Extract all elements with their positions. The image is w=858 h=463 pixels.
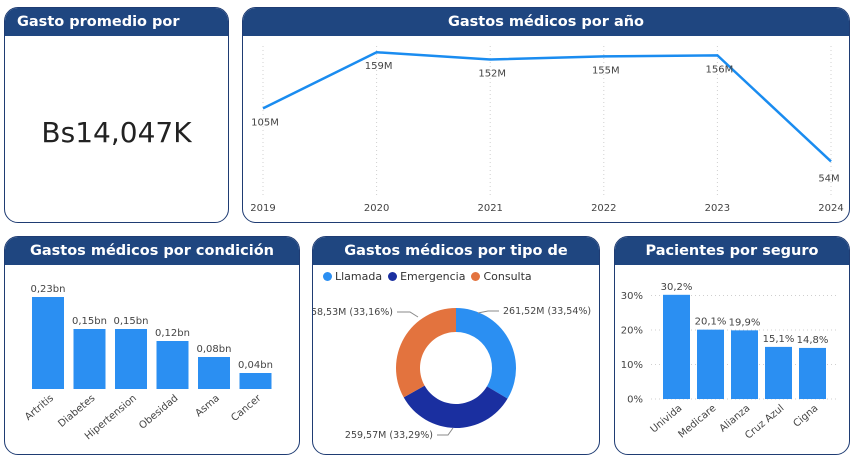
data-label: 0,04bn <box>238 360 273 371</box>
bar <box>115 329 147 389</box>
data-label: 14,8% <box>797 335 829 346</box>
kpi-card: Gasto promedio por paciente Bs14,047K <box>4 7 229 223</box>
data-label: 0,08bn <box>197 344 232 355</box>
x-tick-label: Medicare <box>676 403 718 441</box>
bar <box>799 347 826 399</box>
bar <box>32 297 64 389</box>
series-line <box>262 50 832 163</box>
legend-dot-llamada <box>323 272 332 281</box>
data-label: 159M <box>365 61 393 72</box>
data-label: 155M <box>592 65 620 76</box>
data-label: 30,2% <box>661 282 693 293</box>
x-tick-label: Obesidad <box>137 393 180 432</box>
condition-chart-title: Gastos médicos por condición médica <box>5 237 299 287</box>
x-tick-label: 2021 <box>477 203 502 214</box>
x-tick-label: Cigna <box>791 403 820 430</box>
legend-item-llamada[interactable]: Llamada <box>323 270 382 283</box>
line-chart-card: Gastos médicos por año 105M 2019 159M 2020 1… <box>242 7 850 223</box>
legend-item-emergencia[interactable]: Emergencia <box>388 270 465 283</box>
leader-line <box>477 310 499 314</box>
legend-dot-emergencia <box>388 272 398 281</box>
y-tick-label: 10% <box>621 360 643 371</box>
data-label: 54M <box>818 173 839 184</box>
y-tick-label: 30% <box>621 291 643 302</box>
bar <box>73 329 106 389</box>
x-tick-label: 2023 <box>705 203 730 214</box>
data-label: 0,12bn <box>155 328 190 339</box>
data-label: 105M <box>251 117 279 128</box>
data-label: 261,52M (33,54%) <box>503 306 591 317</box>
condition-bar-chart: 0,23bnArtritis0,15bnDiabetes0,15bnHipert… <box>23 284 273 442</box>
admission-chart-card: Gastos médicos por tipo de admisión Llam… <box>312 236 600 455</box>
insurance-chart-card: Pacientes por seguro médico 0% 10% 20% 30% 3… <box>614 236 850 455</box>
admission-donut-chart: 261,52M (33,54%) 259,57M (33,29%) 258,53M … <box>313 306 591 441</box>
bar <box>156 341 189 389</box>
legend-dot-consulta <box>471 272 481 281</box>
data-label: 0,15bn <box>72 316 107 327</box>
donut-slice <box>403 385 508 428</box>
bar <box>765 346 792 399</box>
x-tick-label: 2019 <box>250 203 275 214</box>
legend-label-emergencia: Emergencia <box>400 270 466 283</box>
leader-line <box>437 427 454 436</box>
donut-slice <box>396 308 456 398</box>
x-tick-label: 2022 <box>591 203 616 214</box>
condition-chart-card: Gastos médicos por condición médica 0,23… <box>4 236 300 455</box>
data-label: 258,53M (33,16%) <box>313 307 393 318</box>
line-chart-title: Gastos médicos por año <box>243 8 849 36</box>
data-label: 0,23bn <box>31 284 66 295</box>
insurance-chart-title: Pacientes por seguro médico <box>615 237 849 287</box>
legend-label-llamada: Llamada <box>335 270 383 283</box>
donut-slice <box>456 308 516 399</box>
line-chart: 105M 2019 159M 2020 152M 2021 155M 2022 156M 2023… <box>250 46 844 214</box>
y-tick-label: 20% <box>621 326 643 337</box>
x-tick-label: Diabetes <box>56 393 97 430</box>
data-label: 15,1% <box>763 334 795 345</box>
x-tick-label: Artritis <box>23 393 56 423</box>
data-label: 20,1% <box>695 317 727 328</box>
data-label: 19,9% <box>729 317 761 328</box>
x-tick-label: 2024 <box>818 203 843 214</box>
legend-label-consulta: Consulta <box>483 270 532 283</box>
kpi-value: Bs14,047K <box>41 116 192 149</box>
bar <box>239 373 272 389</box>
data-label: 259,57M (33,29%) <box>345 430 433 441</box>
bar <box>697 329 724 399</box>
insurance-bar-chart: 0%10%20%30%30,2%Univida20,1%Medicare19,9… <box>621 282 837 442</box>
data-label: 156M <box>706 64 734 75</box>
bar <box>663 294 690 399</box>
kpi-card-title: Gasto promedio por paciente <box>5 8 228 58</box>
x-tick-label: 2020 <box>364 203 389 214</box>
admission-chart-title: Gastos médicos por tipo de admisión <box>313 237 599 287</box>
legend-item-consulta[interactable]: Consulta <box>471 270 532 283</box>
bar <box>731 330 758 399</box>
x-tick-label: Cancer <box>229 392 264 424</box>
admission-legend: Llamada Emergencia Consulta <box>323 270 532 283</box>
y-tick-label: 0% <box>627 395 643 406</box>
bar <box>198 357 230 389</box>
x-tick-label: Asma <box>193 393 221 419</box>
leader-line <box>397 311 419 318</box>
data-label: 0,15bn <box>114 316 149 327</box>
data-label: 152M <box>478 69 506 80</box>
